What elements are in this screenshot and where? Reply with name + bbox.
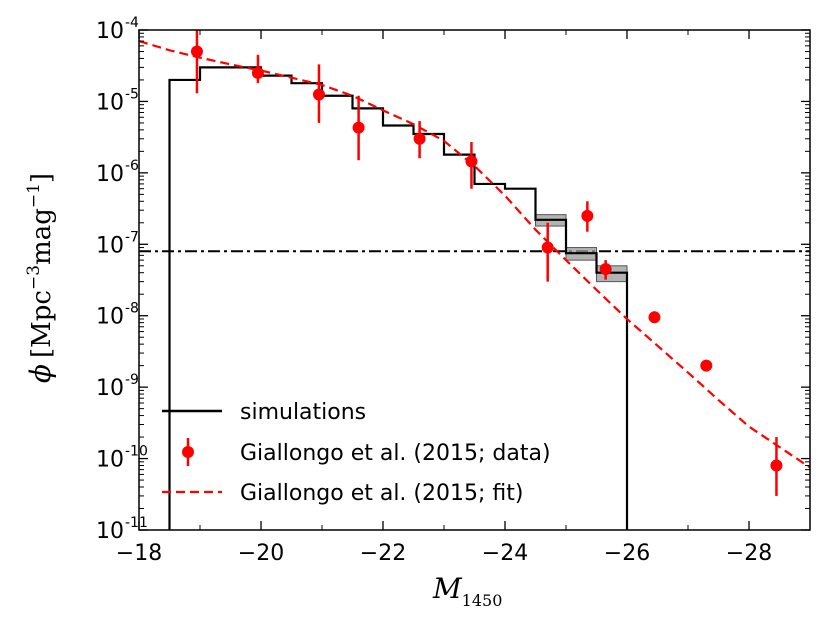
data-point	[190, 45, 203, 58]
data-point	[312, 88, 325, 101]
x-axis-title-main: M	[432, 572, 463, 605]
y-tick-label: 10	[96, 233, 124, 258]
data-point	[251, 67, 264, 80]
data-point	[770, 459, 783, 472]
y-axis-mpc: Mpc	[27, 290, 57, 348]
y-tick-exponent: -7	[125, 229, 139, 245]
axes-layer	[138, 29, 811, 531]
y-axis-mpc-exp: −3	[24, 265, 44, 290]
y-tick-label: 10	[96, 448, 124, 473]
y-tick-label: 10	[96, 90, 124, 115]
legend-label-fit: Giallongo et al. (2015; fit)	[240, 481, 523, 506]
y-tick-label: 10	[96, 519, 124, 544]
y-tick-exponent: -10	[125, 444, 148, 460]
y-tick-label: 10	[96, 305, 124, 330]
legend-swatch-data-marker	[182, 446, 194, 458]
tick-labels: −18 −20 −22 −24 −26 −2810-1110-1010-910-810-7…	[96, 15, 772, 566]
y-tick-exponent: -11	[125, 515, 148, 531]
y-axis-mag-exp: −1	[24, 183, 44, 208]
fit-dashed-curve	[139, 40, 810, 469]
data-point	[581, 209, 594, 222]
x-tick-label: −24	[482, 541, 528, 566]
data-point	[352, 121, 365, 134]
y-axis-title: ϕ [Mpc−3mag−1]	[24, 173, 57, 383]
x-tick-label: −22	[360, 541, 406, 566]
y-axis-mag: mag	[27, 208, 57, 265]
y-tick-exponent: -5	[125, 86, 139, 102]
x-tick-label: −26	[604, 541, 650, 566]
data-point	[413, 132, 426, 145]
data-point	[700, 359, 713, 372]
legend-label-data: Giallongo et al. (2015; data)	[240, 441, 551, 466]
x-tick-label: −28	[726, 541, 772, 566]
y-tick-exponent: -9	[125, 372, 139, 388]
data-point	[648, 311, 661, 324]
y-tick-label: 10	[96, 19, 124, 44]
plot-layer	[139, 30, 810, 530]
y-tick-label: 10	[96, 162, 124, 187]
legend-label-simulations: simulations	[240, 400, 366, 425]
y-tick-label: 10	[96, 376, 124, 401]
y-tick-exponent: -8	[125, 301, 139, 317]
y-tick-exponent: -6	[125, 158, 139, 174]
x-axis-title: M1450	[432, 572, 502, 610]
svg-text:ϕ[Mpc−3mag−1]: ϕ [Mpc−3mag−1]	[24, 173, 57, 383]
y-axis-open: [	[27, 348, 57, 358]
x-tick-label: −20	[238, 541, 284, 566]
legend: simulations Giallongo et al. (2015; data…	[162, 400, 551, 506]
plot-frame	[138, 29, 811, 531]
data-point	[541, 241, 554, 254]
x-tick-label: −18	[116, 541, 162, 566]
data-point	[465, 155, 478, 168]
y-tick-exponent: -4	[125, 15, 139, 31]
x-axis-title-sub: 1450	[462, 591, 503, 610]
y-axis-phi: ϕ	[24, 364, 57, 383]
data-point	[599, 263, 612, 276]
y-axis-close: ]	[27, 173, 57, 183]
